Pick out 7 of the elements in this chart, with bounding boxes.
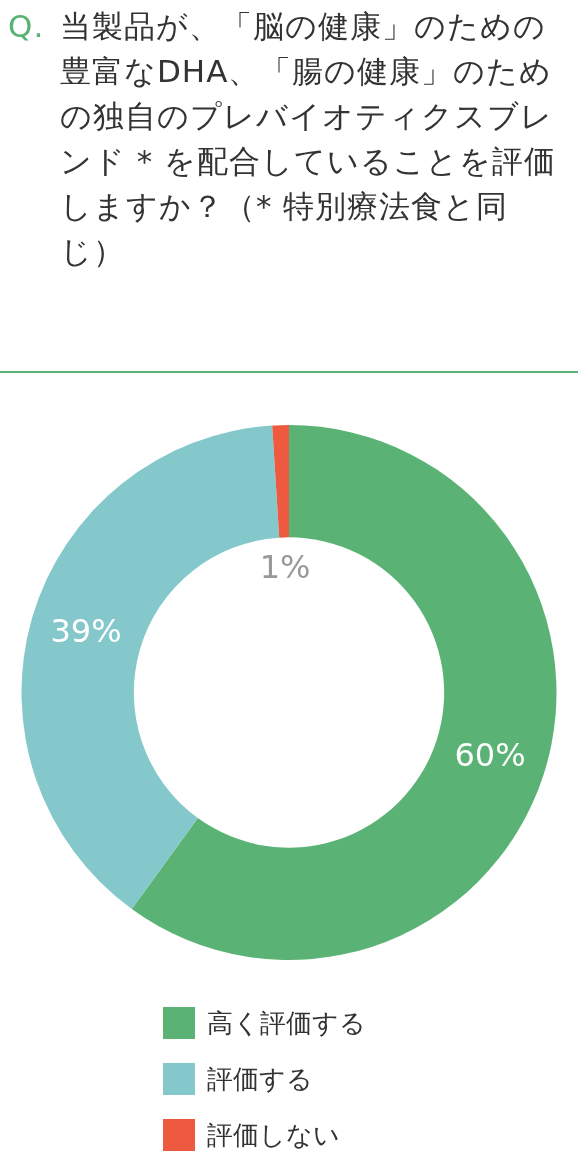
legend-label: 高く評価する — [207, 1006, 366, 1040]
data-label: 1% — [259, 547, 311, 586]
chart-title: Q. 当製品が、「脳の健康」のための豊富なDHA、「腸の健康」のための独自のプレバイオティクスブレンド * を配合していることを評価しますか？（* 特別療法食と同じ） — [8, 7, 558, 271]
data-label: 39% — [50, 611, 122, 650]
data-label: 60% — [454, 736, 526, 775]
legend-label: 評価しない — [207, 1118, 340, 1152]
legend-label: 評価する — [207, 1062, 313, 1096]
